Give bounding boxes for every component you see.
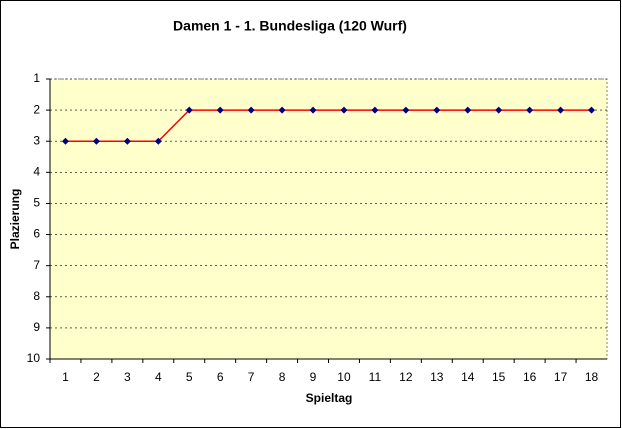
y-tick-label: 7 — [33, 258, 40, 272]
x-tick-label: 6 — [217, 370, 224, 384]
x-tick-label: 12 — [399, 370, 413, 384]
data-marker — [464, 106, 472, 114]
x-tick-label: 2 — [93, 370, 100, 384]
y-tick-label: 3 — [33, 133, 40, 147]
x-tick-label: 16 — [523, 370, 537, 384]
x-tick-label: 17 — [554, 370, 568, 384]
y-tick-label: 5 — [33, 196, 40, 210]
x-tick-label: 8 — [279, 370, 286, 384]
y-tick-label: 9 — [33, 320, 40, 334]
x-tick-label: 11 — [369, 370, 382, 384]
data-marker — [154, 137, 162, 145]
data-marker — [557, 106, 565, 114]
data-line — [65, 109, 592, 142]
x-tick-label: 1 — [62, 370, 69, 384]
y-tick-label: 8 — [33, 289, 40, 303]
x-tick-label: 18 — [585, 370, 599, 384]
x-tick-label: 13 — [430, 370, 444, 384]
x-tick-label: 4 — [155, 370, 162, 384]
data-marker — [92, 137, 100, 145]
data-marker — [588, 106, 596, 114]
data-marker — [309, 106, 317, 114]
x-tick-label: 15 — [492, 370, 506, 384]
y-tick-label: 1 — [33, 71, 40, 85]
x-tick-label: 5 — [186, 370, 193, 384]
data-marker — [433, 106, 441, 114]
y-tick-label: 6 — [33, 227, 40, 241]
x-tick-label: 7 — [248, 370, 255, 384]
x-tick-label: 14 — [461, 370, 475, 384]
data-marker — [278, 106, 286, 114]
chart-title: Damen 1 - 1. Bundesliga (120 Wurf) — [173, 18, 407, 34]
data-marker — [216, 106, 224, 114]
data-marker — [402, 106, 410, 114]
y-axis-label: Plazierung — [8, 189, 22, 250]
data-marker — [123, 137, 131, 145]
x-axis-label: Spieltag — [306, 391, 353, 405]
y-tick-label: 2 — [33, 102, 40, 116]
y-tick-label: 4 — [33, 165, 40, 179]
data-marker — [495, 106, 503, 114]
plot-area — [49, 78, 608, 360]
data-marker — [185, 106, 193, 114]
data-marker — [340, 106, 348, 114]
data-marker — [247, 106, 255, 114]
x-tick-label: 9 — [310, 370, 317, 384]
x-tick-label: 3 — [124, 370, 131, 384]
data-marker — [371, 106, 379, 114]
data-marker — [61, 137, 69, 145]
y-tick-label: 10 — [27, 351, 41, 365]
data-marker — [526, 106, 534, 114]
x-tick-label: 10 — [337, 370, 351, 384]
